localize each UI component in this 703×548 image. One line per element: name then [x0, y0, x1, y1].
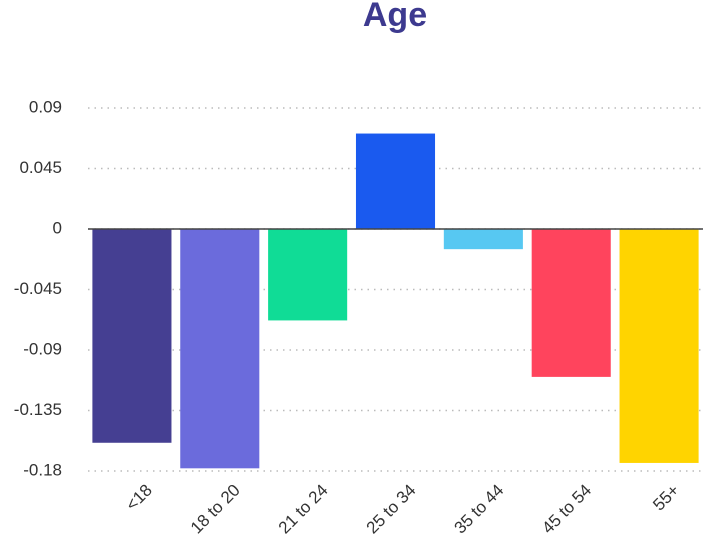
bar: [531, 229, 611, 377]
bar: [180, 229, 260, 469]
bar: [92, 229, 172, 443]
x-tick-label: <18: [122, 481, 156, 515]
x-tick-label: 45 to 54: [538, 481, 595, 538]
y-tick-label: -0.18: [23, 460, 62, 479]
chart-title: Age: [363, 0, 427, 34]
y-tick-label: 0: [53, 218, 62, 237]
x-tick-label: 35 to 44: [450, 481, 507, 538]
x-tick-label: 55+: [649, 481, 683, 515]
bar: [355, 133, 436, 229]
bar: [443, 229, 523, 250]
y-tick-label: 0.09: [29, 97, 62, 116]
x-tick-label: 25 to 34: [363, 481, 420, 538]
bar: [619, 229, 699, 463]
y-tick-label: -0.135: [14, 400, 62, 419]
y-tick-label: 0.045: [19, 158, 62, 177]
bar: [268, 229, 348, 321]
x-tick-label: 18 to 20: [187, 481, 244, 538]
x-tick-label: 21 to 24: [275, 481, 332, 538]
y-tick-label: -0.045: [14, 279, 62, 298]
y-tick-label: -0.09: [23, 339, 62, 358]
